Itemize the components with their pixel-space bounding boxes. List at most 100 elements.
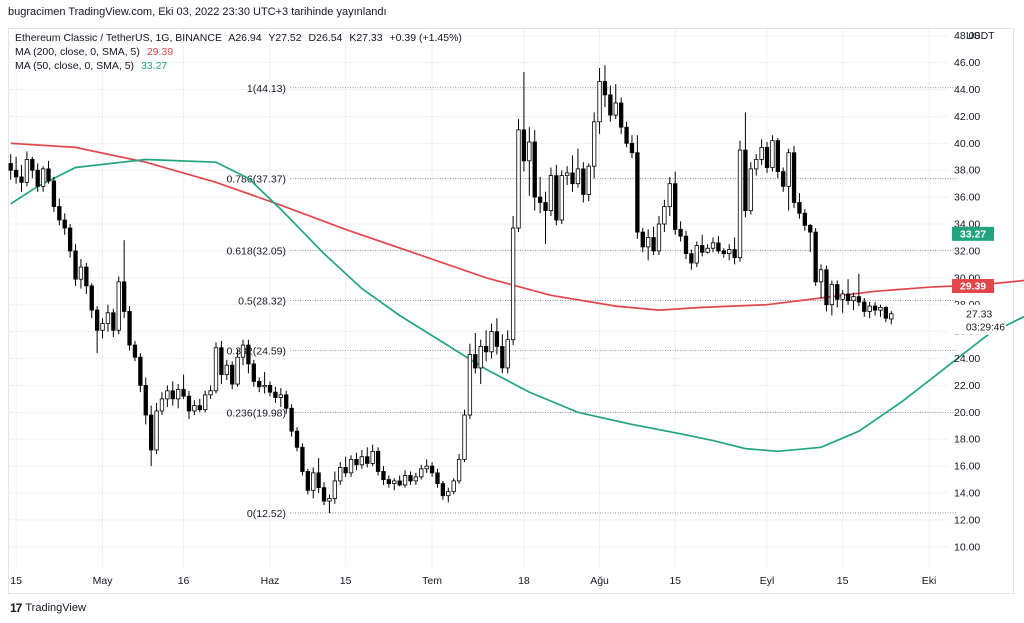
candle-body-down [802,212,807,226]
candle-body-down [732,249,737,259]
candle-body-up [348,458,354,474]
candle-body-up [597,81,602,123]
candle-body-up [456,458,462,482]
candle-body-down [743,149,748,211]
candle [575,148,581,188]
candle [727,244,732,261]
candle [365,447,370,468]
candle [159,392,165,416]
candle-body-down [856,296,862,303]
candle [149,405,154,467]
candle-body-down [251,363,256,382]
grid-layer [8,29,948,567]
candle [24,151,30,187]
candle [305,468,310,495]
candle [656,215,662,255]
publish-info: bugracimen TradingView.com, Eki 03, 2022… [8,6,387,18]
candle [116,276,121,335]
candle-body-up [489,331,494,353]
candle [375,447,381,476]
candle [170,381,175,406]
price-tick-label: 12.00 [954,514,980,526]
axis-value-badge-text: 29.39 [960,281,986,293]
legend: Ethereum Classic / TetherUS, 1G, BINANCE… [15,32,462,72]
candle [408,471,413,485]
candle [111,308,116,338]
candle [624,121,629,148]
price-tick-label: 36.00 [954,192,980,204]
candle-body-down [121,281,127,312]
candle [883,306,889,323]
candle-body-up [278,394,283,398]
candle-body-down [678,229,683,237]
candle [845,279,851,305]
candle [700,234,705,257]
fib-level-label: 0(12.52) [247,508,286,520]
candle-body-down [143,385,148,416]
candle-body-up [505,339,510,369]
candle [13,156,19,184]
candle-body-up [737,149,743,259]
candle-body-up [727,249,732,255]
candle-body-down [473,354,478,369]
candle [429,462,435,477]
candle-body-up [759,146,764,160]
candle [230,361,235,390]
candle-body-up [694,245,699,264]
candles-layer [8,65,894,514]
candle-body-down [343,467,348,474]
candle-body-up [402,475,408,486]
candle [635,135,640,239]
candle-body-up [413,476,419,482]
candle [289,404,294,437]
candle-body-down [111,312,116,331]
price-tick-label: 16.00 [954,461,980,473]
fib-level-label: 0.786(37.37) [226,174,286,186]
fib-level-label: 0.618(32.05) [226,245,286,257]
ma200-layer [10,142,1024,311]
candle [775,137,780,179]
tradingview-logo[interactable]: 17 TradingView [10,601,86,615]
candle [73,244,78,286]
candle-body-up [748,168,753,211]
candle-body-down [62,219,67,229]
candle-body-down [284,394,289,409]
candle [424,459,429,473]
currency-label: USDT [966,30,995,42]
candle [478,339,483,385]
candle-body-down [835,284,840,300]
candle-body-down [435,472,440,485]
candle-body-up [446,491,451,497]
candle-body-down [570,172,575,185]
candle [716,236,721,254]
candle-body-down [294,430,300,448]
candle-body-down [640,231,645,248]
axis-value-badge-text: 33.27 [960,228,986,240]
candle-body-down [365,456,370,464]
candle-body-down [629,142,635,154]
candle-body-down [721,250,726,255]
candle [732,237,737,265]
candle-body-up [586,165,591,195]
time-tick-label: 15 [10,575,22,587]
candle-body-down [781,171,786,187]
candle-body-down [13,169,19,178]
candle [862,298,867,317]
candle [440,480,446,500]
axis-value-badge [952,279,994,294]
candle-body-down [219,347,224,376]
candle-body-down [138,356,143,386]
candle [818,264,824,298]
candle [591,112,597,179]
candle-body-up [559,175,564,221]
candle-body-down [764,146,770,168]
candle-body-up [159,398,165,412]
candle-body-up [116,281,121,331]
time-tick-label: 16 [178,575,190,587]
candle [278,388,283,407]
candle [100,318,105,339]
candle [640,228,645,253]
candle [208,385,213,399]
candle [467,343,473,420]
